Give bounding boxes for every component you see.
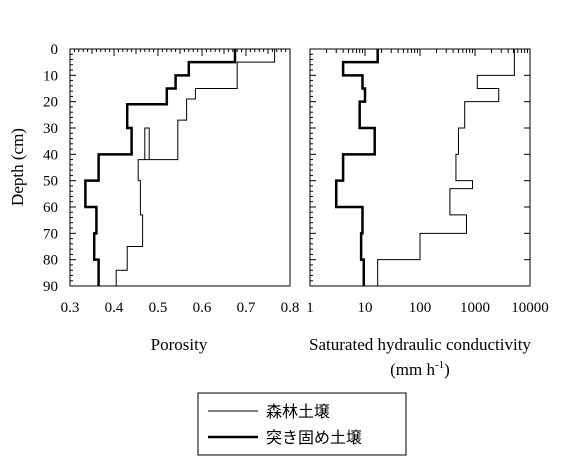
porosity-panel: 0 10 20 30 40 50 60 70 80 900.3 0.4 0.5 0.6 0.7 0.8 De… xyxy=(8,42,299,354)
y-tick-label: 20 xyxy=(43,95,58,111)
y-tick-label: 30 xyxy=(43,121,58,137)
x-tick-label: 0.4 xyxy=(105,300,124,316)
y-tick-label: 80 xyxy=(43,253,58,269)
conductivity-series xyxy=(334,49,515,286)
x-tick-label: 10 xyxy=(358,300,373,316)
conductivity-ticks xyxy=(309,48,531,287)
compacted-soil-line xyxy=(84,49,237,286)
unit-base: (mm h xyxy=(390,360,435,379)
depth-axis-title: Depth (cm) xyxy=(8,128,27,206)
porosity-tick-labels: 0 10 20 30 40 50 60 70 80 900.3 0.4 0.5 0.6 0.7 0.8 xyxy=(43,42,299,316)
x-tick-label: 0.7 xyxy=(237,300,256,316)
y-tick-label: 60 xyxy=(43,200,58,216)
conductivity-axis-unit: (mm h-1) xyxy=(390,359,450,379)
x-tick-label: 0.5 xyxy=(149,300,168,316)
x-tick-label: 0.6 xyxy=(193,300,212,316)
y-tick-label: 90 xyxy=(43,279,58,295)
porosity-ticks xyxy=(69,48,291,287)
y-tick-label: 40 xyxy=(43,147,58,163)
legend-box xyxy=(197,392,407,456)
legend-label-compacted-soil: 突き固め土壌 xyxy=(266,428,362,447)
porosity-axis-title: Porosity xyxy=(151,335,208,354)
x-tick-label: 0.3 xyxy=(61,300,80,316)
unit-exponent: -1 xyxy=(435,359,444,371)
forest-soil-line xyxy=(377,49,515,286)
conductivity-tick-labels: 1 10 100 1000 10000 xyxy=(306,300,549,316)
y-tick-label: 10 xyxy=(43,68,58,84)
unit-close: ) xyxy=(444,360,450,379)
y-tick-label: 50 xyxy=(43,174,58,190)
legend-label-forest-soil: 森林土壌 xyxy=(266,402,330,421)
porosity-series xyxy=(84,49,276,286)
legend: 森林土壌 突き固め土壌 xyxy=(197,392,407,456)
x-tick-label: 1 xyxy=(306,300,314,316)
x-tick-label: 0.8 xyxy=(281,300,300,316)
x-tick-label: 10000 xyxy=(511,300,549,316)
x-tick-label: 100 xyxy=(409,300,432,316)
y-tick-label: 0 xyxy=(51,42,59,58)
y-tick-label: 70 xyxy=(43,226,58,242)
compacted-soil-line xyxy=(334,49,379,286)
forest-soil-line xyxy=(115,49,276,286)
conductivity-panel: 1 10 100 1000 10000 Saturated hydraulic cond… xyxy=(306,48,549,379)
x-tick-label: 1000 xyxy=(460,300,490,316)
porosity-plot-frame xyxy=(69,48,291,287)
conductivity-axis-title: Saturated hydraulic conductivity xyxy=(309,335,531,354)
